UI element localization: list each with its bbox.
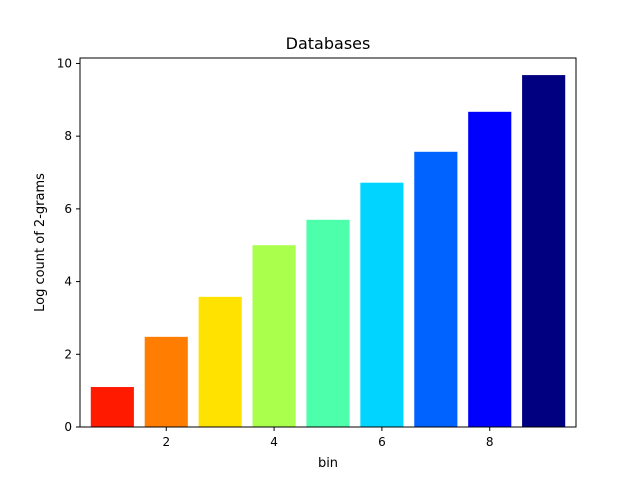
bar-bin-8 <box>468 111 512 427</box>
bars-group <box>90 75 566 427</box>
y-axis-label: Log count of 2-grams <box>33 173 48 312</box>
bar-bin-3 <box>198 296 242 427</box>
bar-bin-6 <box>360 182 404 427</box>
bar-bin-5 <box>306 219 350 427</box>
x-tick-label: 4 <box>270 435 278 449</box>
y-tick-label: 0 <box>64 420 72 434</box>
ticks-group: 2 4 6 8 0 2 4 6 8 10 <box>57 56 494 449</box>
bar-bin-9 <box>522 75 566 427</box>
x-tick-label: 8 <box>486 435 494 449</box>
bar-bin-4 <box>252 245 296 427</box>
bar-bin-7 <box>414 151 458 427</box>
x-tick-label: 6 <box>378 435 386 449</box>
bar-bin-2 <box>144 336 188 427</box>
y-tick-label: 2 <box>64 347 72 361</box>
plot-frame <box>79 57 577 428</box>
bar-bin-1 <box>90 387 134 427</box>
y-tick-label: 4 <box>64 275 72 289</box>
y-tick-label: 8 <box>64 129 72 143</box>
y-tick-label: 10 <box>57 56 72 70</box>
x-axis-label: bin <box>318 456 338 471</box>
chart-title: Databases <box>286 34 371 53</box>
x-tick-label: 2 <box>162 435 170 449</box>
y-tick-label: 6 <box>64 202 72 216</box>
